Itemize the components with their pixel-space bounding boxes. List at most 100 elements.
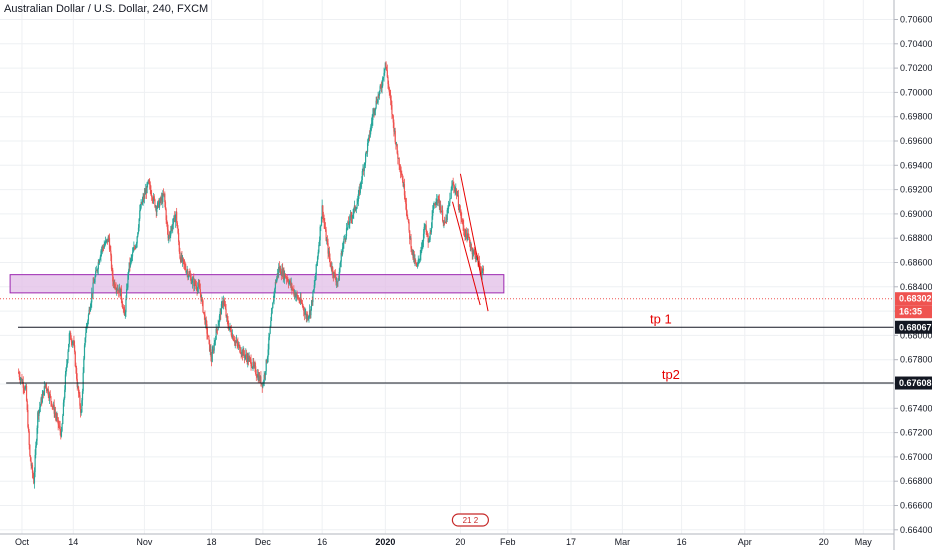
y-tick-label: 0.69400 — [900, 160, 932, 170]
candle-body — [79, 395, 81, 406]
candle-body — [89, 309, 91, 312]
candle-body — [200, 293, 202, 301]
chart-title: Australian Dollar / U.S. Dollar, 240, FX… — [4, 3, 208, 15]
candle-body — [345, 228, 348, 237]
candle-body — [266, 359, 268, 363]
candle-body — [77, 386, 79, 388]
candle-body — [145, 189, 147, 194]
candle-body — [308, 315, 310, 318]
candle-body — [354, 205, 356, 210]
candle-body — [60, 430, 63, 437]
candle-body — [97, 262, 99, 270]
candle-body — [373, 108, 375, 113]
candle-body — [291, 288, 294, 290]
candle-body — [380, 86, 382, 88]
candle-body — [86, 323, 88, 327]
candle-body — [455, 189, 457, 191]
candle-body — [441, 210, 443, 212]
candle-body — [410, 237, 412, 249]
candle-body — [395, 142, 397, 146]
y-tick-label: 0.69600 — [900, 136, 932, 146]
candle-body — [23, 388, 26, 390]
candle-body — [194, 280, 196, 285]
candle-body — [321, 205, 323, 218]
candle-body — [461, 218, 463, 220]
candle-body — [211, 352, 213, 362]
candle-body — [322, 205, 324, 217]
candle-body — [306, 315, 308, 320]
candle-body — [237, 344, 240, 346]
candle-body — [434, 204, 436, 206]
candle-body — [343, 238, 345, 244]
candle-body — [214, 339, 217, 341]
candle-body — [56, 416, 58, 418]
time-axis[interactable]: Oct 14 Nov 18 Dec 16 2020 20 Feb 17 Mar 16 Apr 20 May — [0, 533, 894, 547]
candle-body — [19, 377, 21, 380]
candle-body — [432, 210, 434, 217]
candle-body — [399, 168, 402, 173]
candle-body — [237, 343, 239, 346]
candle-body — [479, 266, 481, 269]
candle-body — [449, 198, 451, 203]
candle-body — [281, 269, 283, 276]
level-price-tag-bg — [895, 320, 932, 334]
candle-body — [408, 221, 410, 231]
candle-body — [148, 179, 150, 183]
candle-body — [266, 356, 269, 363]
candle-body — [116, 288, 119, 291]
candle-body — [341, 247, 344, 255]
candle-body — [20, 378, 22, 380]
candle-body — [480, 268, 482, 273]
candle-body — [241, 350, 244, 356]
candle-body — [419, 255, 421, 260]
target-level-label: tp 1 — [650, 311, 672, 326]
candle-body — [258, 375, 260, 381]
candle-body — [106, 239, 108, 241]
candle-body — [59, 426, 61, 432]
candle-body — [346, 227, 348, 229]
candle-body — [255, 366, 257, 374]
candle-body — [453, 184, 455, 188]
candle-body — [149, 184, 151, 190]
candle-body — [33, 472, 36, 484]
candle-body — [66, 364, 68, 369]
candle-body — [62, 415, 64, 425]
candle-body — [425, 225, 427, 232]
logo-text: 21 2 — [463, 516, 479, 525]
candle-body — [195, 285, 198, 289]
candle-body — [128, 262, 130, 271]
candle-body — [405, 203, 408, 211]
y-tick-label: 0.68800 — [900, 233, 932, 243]
candle-body — [289, 281, 292, 286]
candle-body — [102, 247, 105, 249]
candle-body — [366, 143, 369, 152]
candle-body — [81, 391, 84, 401]
candle-body — [420, 252, 422, 256]
candle-body — [154, 206, 157, 208]
candle-body — [284, 273, 286, 278]
candle-body — [415, 262, 417, 266]
candle-body — [447, 209, 449, 210]
candle-body — [118, 289, 120, 293]
candle-body — [85, 332, 87, 338]
candle-body — [382, 77, 384, 79]
candle-body — [418, 259, 420, 261]
candle-body — [66, 360, 68, 365]
candle-body — [322, 216, 325, 219]
candle-body — [261, 382, 263, 387]
candle-body — [280, 273, 282, 276]
candle-body — [482, 268, 485, 271]
candle-body — [142, 197, 144, 201]
candle-body — [339, 261, 342, 267]
candle-body — [316, 256, 319, 263]
candle-body — [24, 387, 26, 390]
price-axis[interactable]: 0.70600 0.70400 0.70200 0.70000 0.69800 0.696… — [894, 15, 932, 535]
candle-body — [85, 326, 88, 333]
candle-body — [47, 389, 49, 392]
candle-body — [450, 189, 452, 199]
candle-body — [309, 310, 311, 316]
candle-body — [289, 281, 291, 283]
candle-body — [122, 308, 124, 310]
candle-body — [328, 251, 330, 254]
